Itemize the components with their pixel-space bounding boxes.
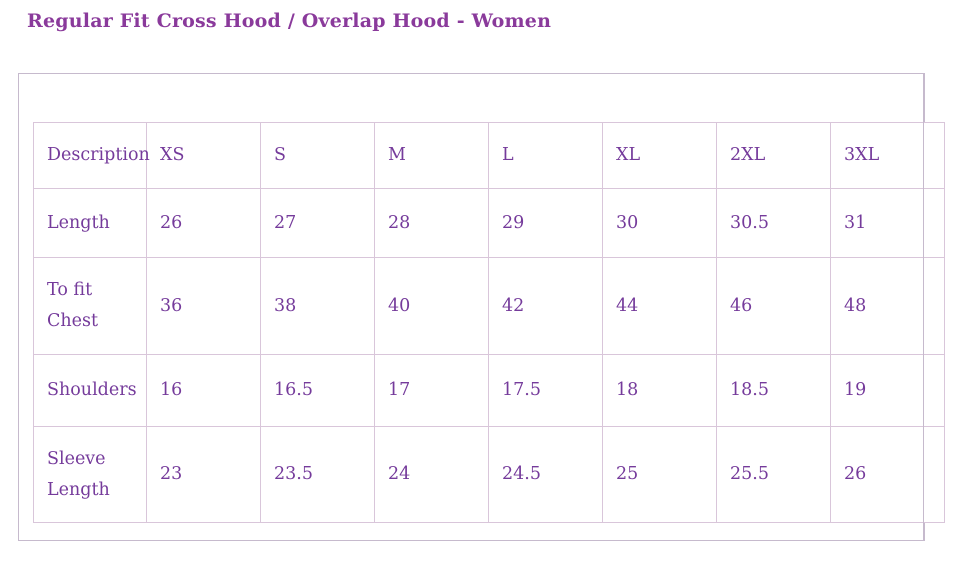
column-header-xl: XL xyxy=(602,122,717,189)
column-header-3xl: 3XL xyxy=(830,122,945,189)
cell-value: 27 xyxy=(260,188,375,258)
cell-value: 17.5 xyxy=(488,354,603,427)
cell-value: 40 xyxy=(374,257,489,355)
row-label-to-fit-chest: To fit Chest xyxy=(33,257,147,355)
column-header-2xl: 2XL xyxy=(716,122,831,189)
size-chart-panel: Description XS S M L XL 2XL 3XL Length 2… xyxy=(18,73,945,541)
table-row-shoulders: Shoulders 16 16.5 17 17.5 18 18.5 19 xyxy=(33,354,945,427)
cell-value: 16 xyxy=(146,354,261,427)
cell-value: 18.5 xyxy=(716,354,831,427)
cell-value: 28 xyxy=(374,188,489,258)
cell-value: 42 xyxy=(488,257,603,355)
row-label-shoulders: Shoulders xyxy=(33,354,147,427)
cell-value: 48 xyxy=(830,257,945,355)
cell-value: 36 xyxy=(146,257,261,355)
table-row-to-fit-chest: To fit Chest 36 38 40 42 44 46 48 xyxy=(33,257,945,355)
cell-value: 26 xyxy=(146,188,261,258)
column-header-s: S xyxy=(260,122,375,189)
cell-value: 26 xyxy=(830,426,945,523)
size-chart-table: Description XS S M L XL 2XL 3XL Length 2… xyxy=(33,122,945,523)
cell-value: 46 xyxy=(716,257,831,355)
cell-value: 23.5 xyxy=(260,426,375,523)
cell-value: 31 xyxy=(830,188,945,258)
cell-value: 24 xyxy=(374,426,489,523)
page-title: Regular Fit Cross Hood / Overlap Hood - … xyxy=(27,10,552,32)
cell-value: 44 xyxy=(602,257,717,355)
row-label-sleeve-length: Sleeve Length xyxy=(33,426,147,523)
column-header-xs: XS xyxy=(146,122,261,189)
cell-value: 25 xyxy=(602,426,717,523)
row-label-length: Length xyxy=(33,188,147,258)
cell-value: 17 xyxy=(374,354,489,427)
table-header-row: Description XS S M L XL 2XL 3XL xyxy=(33,122,945,189)
column-header-l: L xyxy=(488,122,603,189)
table-row-sleeve-length: Sleeve Length 23 23.5 24 24.5 25 25.5 26 xyxy=(33,426,945,523)
column-header-description: Description xyxy=(33,122,150,189)
cell-value: 30.5 xyxy=(716,188,831,258)
cell-value: 18 xyxy=(602,354,717,427)
cell-value: 25.5 xyxy=(716,426,831,523)
cell-value: 30 xyxy=(602,188,717,258)
table-row-length: Length 26 27 28 29 30 30.5 31 xyxy=(33,188,945,258)
column-header-m: M xyxy=(374,122,489,189)
cell-value: 38 xyxy=(260,257,375,355)
cell-value: 29 xyxy=(488,188,603,258)
cell-value: 16.5 xyxy=(260,354,375,427)
cell-value: 23 xyxy=(146,426,261,523)
cell-value: 19 xyxy=(830,354,945,427)
cell-value: 24.5 xyxy=(488,426,603,523)
